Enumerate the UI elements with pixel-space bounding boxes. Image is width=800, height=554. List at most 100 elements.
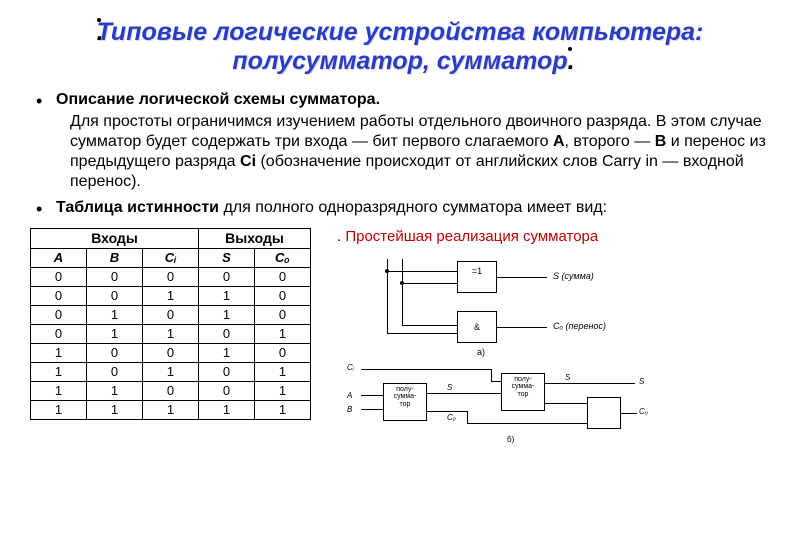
table-cell: 0 — [255, 305, 311, 324]
or-gate — [587, 397, 621, 429]
lbl-out-co: Cₒ — [639, 407, 648, 416]
table-cell: 0 — [143, 305, 199, 324]
table-cell: 1 — [199, 343, 255, 362]
lbl-mid-c: Cₒ — [447, 413, 456, 422]
table-cell: 1 — [255, 400, 311, 419]
label-s: S (сумма) — [553, 271, 594, 281]
lbl-out-s: S — [639, 377, 644, 386]
table-cell: 1 — [199, 305, 255, 324]
table-cell: 1 — [31, 343, 87, 362]
table-cell: 0 — [255, 286, 311, 305]
table-cell: 1 — [255, 362, 311, 381]
table-row: 11111 — [31, 400, 311, 419]
table-cell: 0 — [87, 267, 143, 286]
table-row: 10101 — [31, 362, 311, 381]
table-cell: 1 — [31, 362, 87, 381]
diagram-b: Cᵢ A B полу- сумма- тор S Cₒ — [347, 363, 677, 453]
wire — [621, 413, 637, 414]
bullet-2: Таблица истинности для полного одноразря… — [56, 198, 770, 218]
gate-xor: =1 — [457, 261, 497, 293]
wire — [545, 383, 635, 384]
diagram-a: =1 S (сумма) & Cₒ (перенос) a) — [367, 251, 667, 361]
table-cell: 1 — [87, 324, 143, 343]
wire — [361, 395, 383, 396]
table-cell: 1 — [255, 324, 311, 343]
table-cell: 0 — [87, 343, 143, 362]
th-ci: Cᵢ — [143, 248, 199, 267]
table-row: 11001 — [31, 381, 311, 400]
table-cell: 0 — [143, 267, 199, 286]
lbl-ci: Cᵢ — [347, 363, 354, 372]
diagram-subhead: . Простейшая реализация сумматора — [337, 228, 770, 245]
half-adder-2: полу- сумма- тор — [501, 373, 545, 411]
table-cell: 1 — [199, 286, 255, 305]
table-cell: 0 — [87, 286, 143, 305]
truth-table-wrap: Входы Выходы A B Cᵢ S Cₒ 000000011001010… — [30, 228, 311, 453]
th-outputs: Выходы — [199, 228, 311, 248]
wire — [491, 381, 501, 382]
bullet-2-bold: Таблица истинности — [56, 199, 219, 216]
table-cell: 1 — [87, 400, 143, 419]
table-cell: 1 — [143, 324, 199, 343]
content-area: Описание логической схемы сумматора. Для… — [30, 90, 770, 218]
title-text: Типовые логические устройства компьютера… — [97, 18, 704, 75]
table-cell: 1 — [31, 381, 87, 400]
table-cell: 1 — [143, 362, 199, 381]
table-cell: 1 — [255, 381, 311, 400]
th-a: A — [31, 248, 87, 267]
table-cell: 0 — [31, 286, 87, 305]
table-cell: 0 — [199, 267, 255, 286]
lbl-a: A — [347, 391, 352, 400]
gate-and: & — [457, 311, 497, 343]
wire — [467, 411, 468, 423]
wire — [402, 325, 457, 326]
table-row: 00110 — [31, 286, 311, 305]
table-row: 00000 — [31, 267, 311, 286]
th-s: S — [199, 248, 255, 267]
truth-table: Входы Выходы A B Cᵢ S Cₒ 000000011001010… — [30, 228, 311, 420]
wire — [402, 283, 457, 284]
wire — [545, 403, 587, 404]
table-cell: 0 — [255, 343, 311, 362]
table-cell: 1 — [87, 305, 143, 324]
wire — [387, 333, 457, 334]
bullet-2-rest: для полного одноразрядного сумматора име… — [219, 199, 607, 216]
caption-b: б) — [507, 435, 514, 444]
table-cell: 0 — [143, 381, 199, 400]
lbl-out-s2: S — [565, 373, 570, 382]
table-cell: 1 — [87, 381, 143, 400]
wire — [467, 423, 587, 424]
wire — [427, 393, 501, 394]
paragraph-1: Для простоты ограничимся изучением работ… — [70, 112, 770, 192]
header-row: A B Cᵢ S Cₒ — [31, 248, 311, 267]
table-cell: 1 — [31, 400, 87, 419]
table-cell: 0 — [199, 362, 255, 381]
wire — [361, 409, 383, 410]
table-cell: 0 — [31, 305, 87, 324]
lbl-mid-s: S — [447, 383, 452, 392]
th-b: B — [87, 248, 143, 267]
subhead-text: Простейшая реализация сумматора — [345, 228, 598, 245]
wire — [497, 277, 547, 278]
table-cell: 1 — [143, 286, 199, 305]
th-co: Cₒ — [255, 248, 311, 267]
table-cell: 0 — [31, 324, 87, 343]
table-row: 01101 — [31, 324, 311, 343]
wire — [402, 259, 403, 325]
wire — [387, 271, 457, 272]
label-co: Cₒ (перенос) — [553, 321, 606, 331]
table-row: 10010 — [31, 343, 311, 362]
slide-title: . Типовые логические устройства компьюте… — [30, 18, 770, 76]
th-inputs: Входы — [31, 228, 199, 248]
table-cell: 0 — [199, 324, 255, 343]
table-cell: 0 — [143, 343, 199, 362]
table-cell: 1 — [143, 400, 199, 419]
wire — [491, 369, 492, 381]
table-cell: 0 — [199, 381, 255, 400]
wire — [427, 411, 467, 412]
table-cell: 0 — [31, 267, 87, 286]
table-cell: 0 — [255, 267, 311, 286]
half-adder-1: полу- сумма- тор — [383, 383, 427, 421]
wire — [361, 369, 491, 370]
caption-a: a) — [477, 347, 485, 357]
